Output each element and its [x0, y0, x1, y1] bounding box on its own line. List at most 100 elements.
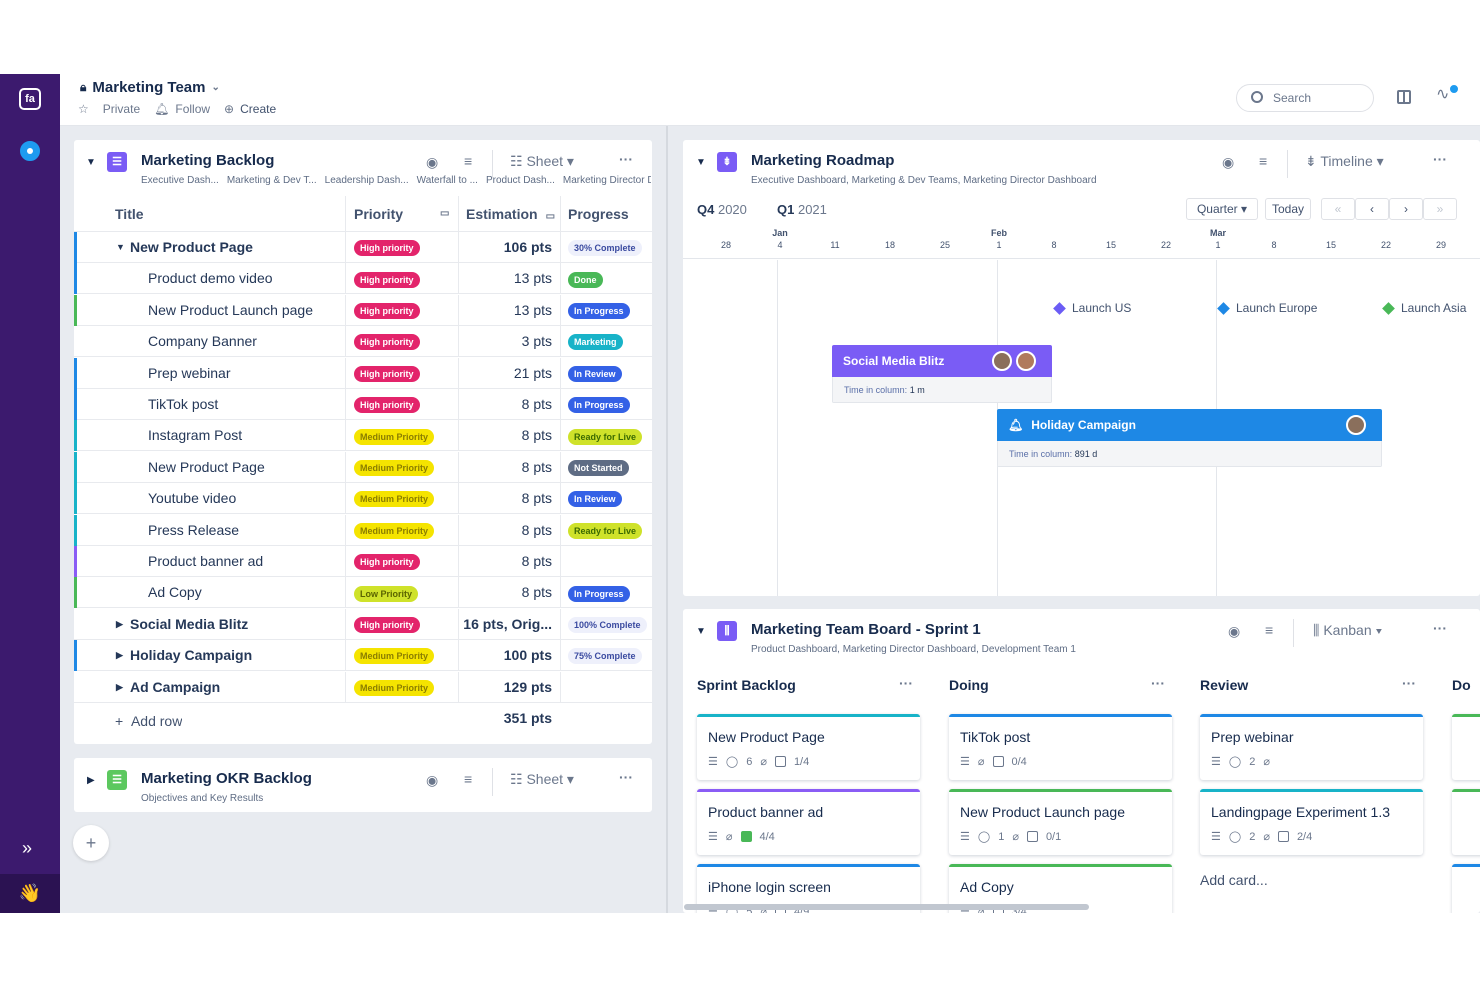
estimation-cell[interactable]: 16 pts, Orig...: [458, 608, 560, 640]
column-progress[interactable]: Progress: [560, 196, 652, 232]
more-icon[interactable]: ···: [1433, 620, 1447, 636]
table-row[interactable]: Prep webinar High priority 21 pts In Review: [74, 357, 652, 389]
column-estimation[interactable]: Estimation ▭: [458, 196, 560, 232]
view-switcher[interactable]: ☷ Sheet ▾: [510, 153, 574, 169]
row-title[interactable]: Prep webinar: [148, 364, 231, 381]
today-button[interactable]: Today: [1265, 198, 1311, 220]
estimation-cell[interactable]: 8 pts: [458, 577, 560, 609]
kanban-card[interactable]: Prep webinar ☰ ◯ 2 ⌀: [1200, 714, 1423, 780]
more-icon[interactable]: ···: [1433, 151, 1447, 167]
priority-badge[interactable]: High priority: [354, 271, 420, 288]
table-row[interactable]: ▶ Holiday Campaign Medium Priority 100 pts 7…: [74, 640, 652, 672]
column-header[interactable]: Do: [1452, 677, 1471, 693]
estimation-cell[interactable]: 21 pts: [458, 357, 560, 389]
kanban-card[interactable]: New Product Launch page ☰ ◯ 1 ⌀ 0/1: [949, 789, 1172, 855]
dashboard-link[interactable]: Executive Dash...: [141, 175, 219, 186]
table-row[interactable]: Company Banner High priority 3 pts Marketin…: [74, 326, 652, 358]
estimation-cell[interactable]: 106 pts: [458, 232, 560, 263]
horizontal-scrollbar[interactable]: [684, 904, 1089, 910]
expand-caret-icon[interactable]: ▶: [87, 775, 95, 786]
table-row[interactable]: Product demo video High priority 13 pts Don…: [74, 263, 652, 295]
avatar[interactable]: [1016, 351, 1036, 371]
prev-page-icon[interactable]: ‹: [1355, 198, 1389, 220]
priority-badge[interactable]: High priority: [354, 397, 420, 414]
kanban-card[interactable]: Product banner ad ☰ ⌀ 4/4: [697, 789, 920, 855]
estimation-cell[interactable]: 8 pts: [458, 483, 560, 515]
milestone[interactable]: Launch US: [1053, 301, 1131, 315]
dashboard-link[interactable]: Waterfall to ...: [416, 175, 478, 186]
column-priority[interactable]: Priority ▭: [345, 196, 458, 232]
row-title[interactable]: TikTok post: [148, 396, 219, 412]
table-row[interactable]: Instagram Post Medium Priority 8 pts Ready …: [74, 420, 652, 452]
dashboard-link[interactable]: Leadership Dash...: [324, 175, 409, 186]
estimation-cell[interactable]: 8 pts: [458, 420, 560, 452]
progress-badge[interactable]: Marketing: [568, 334, 623, 351]
priority-badge[interactable]: Medium Priority: [354, 460, 435, 477]
milestone[interactable]: Launch Asia: [1382, 301, 1466, 315]
filter-icon[interactable]: ≡: [464, 153, 473, 169]
row-title[interactable]: Product banner ad: [148, 553, 264, 569]
priority-badge[interactable]: Medium Priority: [354, 522, 435, 539]
eye-icon[interactable]: ◉: [1228, 623, 1241, 639]
dashboard-link[interactable]: Product Dash...: [485, 175, 555, 186]
okr-title[interactable]: Marketing OKR Backlog: [141, 770, 312, 787]
table-row[interactable]: Youtube video Medium Priority 8 pts In Revi…: [74, 483, 652, 515]
progress-badge[interactable]: In Progress: [568, 397, 630, 414]
search-input[interactable]: Search: [1236, 84, 1374, 112]
avatar[interactable]: [1346, 415, 1366, 435]
kanban-card[interactable]: New Product Page ☰ ◯ 6 ⌀ 1/4: [697, 714, 920, 780]
activity-icon[interactable]: ∿: [1436, 86, 1450, 103]
roadmap-title[interactable]: Marketing Roadmap: [751, 152, 895, 169]
eye-icon[interactable]: ◉: [426, 154, 439, 170]
progress-badge[interactable]: Not Started: [568, 460, 629, 477]
notification-icon[interactable]: [20, 141, 40, 161]
milestone[interactable]: Launch Europe: [1217, 301, 1317, 315]
progress-badge[interactable]: 75% Complete: [568, 648, 642, 665]
timeline-bar[interactable]: 🔔︎ Holiday Campaign Time in column: 891 d: [997, 409, 1382, 467]
kanban-card[interactable]: TikTok post ☰ ⌀ 0/4: [949, 714, 1172, 780]
estimation-cell[interactable]: 129 pts: [458, 671, 560, 703]
more-icon[interactable]: ···: [619, 769, 633, 785]
view-switcher[interactable]: ⫼ Kanban ▾: [1313, 622, 1383, 638]
priority-badge[interactable]: Medium Priority: [354, 491, 435, 508]
scale-select[interactable]: Quarter ▾: [1186, 198, 1258, 220]
priority-badge[interactable]: High priority: [354, 617, 420, 634]
estimation-cell[interactable]: 8 pts: [458, 389, 560, 420]
estimation-cell[interactable]: 13 pts: [458, 263, 560, 295]
add-component-button[interactable]: +: [73, 825, 109, 861]
caret-down-icon[interactable]: ▼: [116, 242, 125, 252]
column-title[interactable]: Title: [115, 206, 144, 222]
add-row-button[interactable]: + Add row: [115, 713, 183, 729]
table-row[interactable]: Press Release Medium Priority 8 pts Ready f…: [74, 514, 652, 546]
priority-badge[interactable]: Low Priority: [354, 585, 419, 602]
table-row[interactable]: ▶ Ad Campaign Medium Priority 129 pts: [74, 671, 652, 703]
estimation-cell[interactable]: 100 pts: [458, 640, 560, 672]
progress-badge[interactable]: 30% Complete: [568, 240, 642, 257]
workspace-title[interactable]: 🔒︎ Marketing Team ⌄: [80, 79, 220, 96]
board-title[interactable]: Marketing Team Board - Sprint 1: [751, 621, 981, 638]
caret-right-icon[interactable]: ▶: [116, 681, 123, 692]
progress-badge[interactable]: Ready for Live: [568, 522, 643, 539]
timeline-bar[interactable]: Social Media Blitz Time in column: 1 m: [832, 345, 1052, 403]
kanban-card[interactable]: [1452, 789, 1480, 855]
column-header[interactable]: Doing: [949, 677, 989, 693]
first-page-icon[interactable]: «: [1321, 198, 1355, 220]
view-switcher[interactable]: ☷ Sheet ▾: [510, 771, 574, 787]
column-more-icon[interactable]: ···: [899, 675, 913, 691]
estimation-cell[interactable]: 8 pts: [458, 546, 560, 577]
panel-toggle-icon[interactable]: [1397, 90, 1411, 104]
priority-badge[interactable]: High priority: [354, 303, 420, 320]
wave-icon[interactable]: 👋: [0, 874, 60, 913]
create-button[interactable]: ⊕ Create: [224, 102, 277, 116]
progress-badge[interactable]: Done: [568, 271, 603, 288]
filter-icon[interactable]: ≡: [1265, 622, 1274, 638]
caret-right-icon[interactable]: ▶: [116, 618, 123, 629]
row-title[interactable]: New Product Page: [130, 239, 253, 255]
add-card-button[interactable]: Add card...: [1200, 872, 1268, 888]
row-title[interactable]: Social Media Blitz: [130, 615, 249, 632]
eye-icon[interactable]: ◉: [426, 772, 439, 788]
column-more-icon[interactable]: ···: [1151, 675, 1165, 691]
progress-badge[interactable]: In Progress: [568, 585, 630, 602]
row-title[interactable]: Press Release: [148, 521, 240, 538]
kanban-card[interactable]: [1452, 714, 1480, 780]
